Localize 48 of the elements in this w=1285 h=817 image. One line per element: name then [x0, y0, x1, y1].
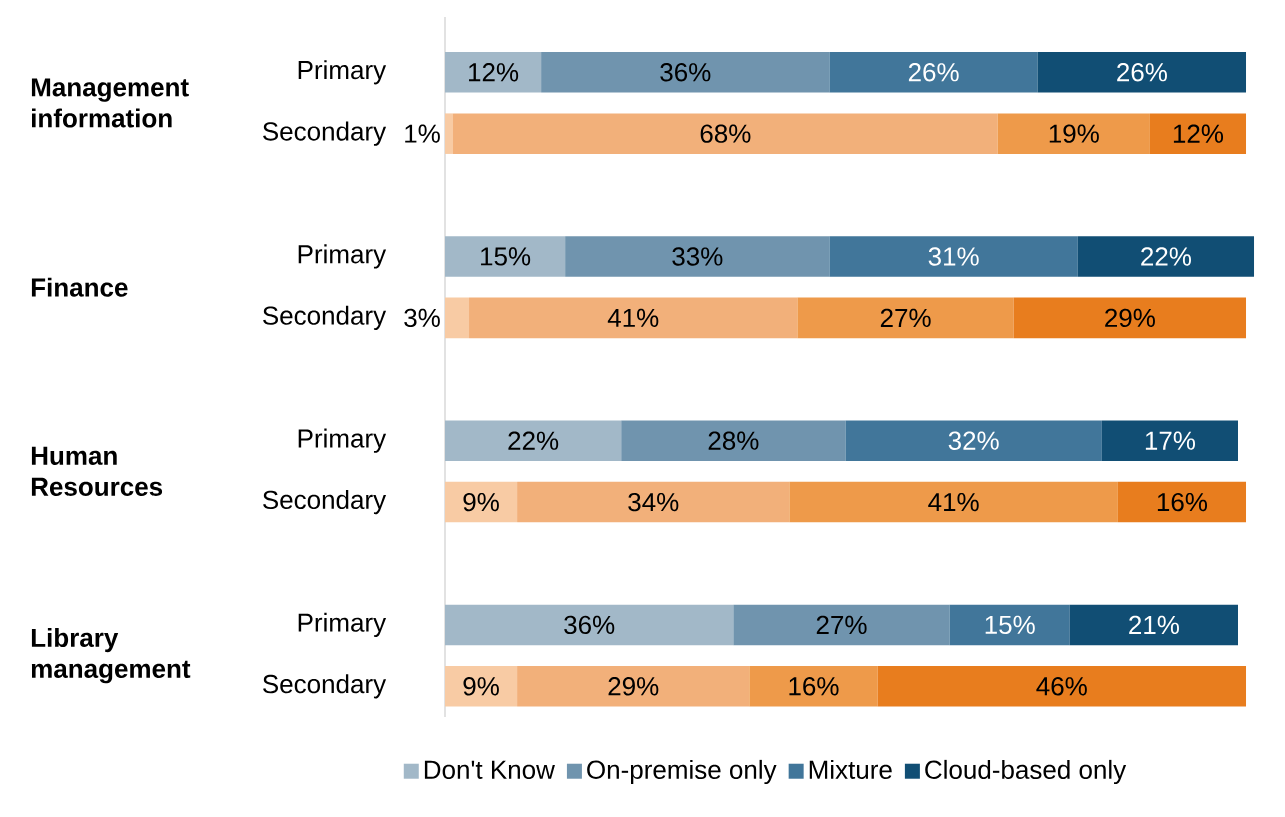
data-label: 34%	[628, 492, 679, 512]
data-label: 28%	[708, 431, 759, 450]
y-tick-label: Secondary	[263, 305, 387, 330]
data-label: 3%	[404, 308, 440, 328]
data-label: 41%	[607, 308, 659, 327]
data-label: 22%	[508, 431, 559, 450]
legend-label: Don't Know	[424, 760, 555, 779]
y-tick-label: Primary	[298, 428, 387, 453]
data-label: 68%	[700, 124, 751, 143]
data-label: 46%	[1036, 677, 1087, 696]
data-label: 29%	[608, 677, 659, 696]
data-label: 21%	[1129, 615, 1179, 635]
data-label: 1%	[405, 124, 440, 143]
data-label: 19%	[1049, 124, 1099, 143]
y-tick-label: Secondary	[263, 489, 387, 515]
data-label: 12%	[469, 63, 519, 82]
data-label: 16%	[1157, 492, 1208, 512]
data-label: 26%	[1117, 63, 1167, 82]
data-label: 26%	[908, 63, 959, 82]
legend-label: Cloud-based only	[925, 759, 1127, 785]
text: Finance	[31, 277, 128, 297]
data-label: 9%	[463, 492, 499, 512]
data-label: 16%	[789, 677, 839, 696]
legend-label: On-premise only	[587, 759, 777, 785]
data-label: 36%	[660, 63, 711, 82]
data-label: 17%	[1145, 431, 1195, 450]
data-label: 12%	[1173, 124, 1224, 143]
y-tick-label: Secondary	[263, 121, 387, 146]
y-tick-label: Primary	[298, 60, 387, 85]
y-tick-label: Secondary	[263, 674, 387, 699]
data-label: 15%	[481, 247, 531, 266]
data-label: 27%	[816, 615, 867, 635]
data-label: 33%	[672, 247, 723, 266]
data-label: 29%	[1105, 308, 1155, 328]
text: Human Resources	[31, 446, 163, 496]
data-label: 9%	[463, 677, 499, 696]
text: Management information	[31, 78, 189, 128]
y-tick-label: Primary	[298, 244, 387, 269]
data-label: 15%	[985, 615, 1035, 635]
data-label: 31%	[928, 247, 979, 266]
data-label: 32%	[948, 431, 999, 450]
data-label: 41%	[928, 492, 979, 512]
data-label: 27%	[880, 308, 931, 328]
y-tick-label: Primary	[298, 612, 387, 638]
text: Library management	[31, 627, 191, 684]
data-label: 22%	[1141, 247, 1191, 266]
legend-label: Mixture	[809, 759, 892, 779]
data-label: 36%	[564, 615, 615, 635]
